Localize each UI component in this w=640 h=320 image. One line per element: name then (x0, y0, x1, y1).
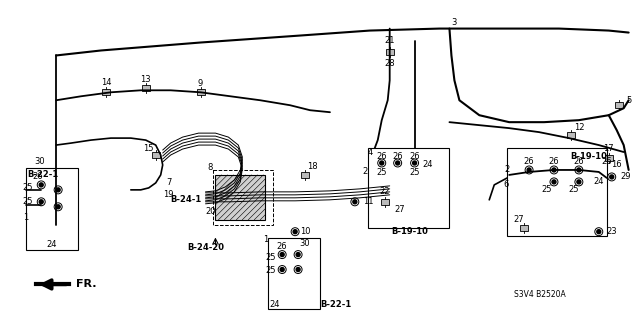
Circle shape (56, 188, 60, 192)
Bar (152, 152, 160, 158)
Circle shape (56, 205, 60, 209)
Text: 9: 9 (198, 79, 203, 88)
Text: 3: 3 (452, 18, 457, 27)
Text: 2: 2 (504, 165, 509, 174)
Text: 23: 23 (607, 227, 618, 236)
Text: 26: 26 (573, 157, 584, 166)
Bar (614, 102, 623, 108)
Circle shape (552, 180, 556, 184)
Circle shape (552, 168, 556, 172)
Text: 25: 25 (376, 168, 387, 178)
Text: 15: 15 (143, 144, 154, 153)
Bar (301, 172, 309, 178)
Text: 30: 30 (34, 157, 45, 166)
Text: 25: 25 (22, 183, 33, 192)
Text: 11: 11 (363, 197, 373, 206)
Circle shape (280, 252, 284, 257)
Bar (196, 89, 205, 95)
Bar (268, 238, 320, 309)
Bar (381, 199, 388, 205)
Circle shape (577, 168, 581, 172)
Text: 25: 25 (265, 266, 275, 275)
Text: 25: 25 (410, 168, 420, 178)
Text: 26: 26 (376, 151, 387, 161)
Text: 1: 1 (263, 235, 268, 244)
Text: S3V4 B2520A: S3V4 B2520A (514, 290, 566, 299)
Bar (216, 175, 265, 220)
Text: 26: 26 (602, 157, 612, 166)
Text: B-22-1: B-22-1 (320, 300, 351, 309)
Bar (142, 85, 150, 91)
Text: 7: 7 (166, 179, 172, 188)
Text: 18: 18 (307, 163, 317, 172)
Text: 1: 1 (22, 213, 28, 222)
Bar (520, 225, 528, 231)
Text: 26: 26 (524, 157, 534, 166)
Bar (214, 170, 273, 225)
Circle shape (39, 200, 44, 204)
Circle shape (527, 168, 531, 172)
Text: 13: 13 (140, 75, 151, 84)
Text: 12: 12 (573, 123, 584, 132)
Text: 30: 30 (300, 239, 310, 248)
Text: 26: 26 (409, 151, 420, 161)
Text: 25: 25 (22, 197, 33, 206)
Circle shape (280, 268, 284, 271)
Bar (26, 168, 78, 250)
Text: 24: 24 (422, 160, 433, 170)
Text: 6: 6 (504, 180, 509, 189)
Circle shape (293, 230, 297, 234)
Text: B-24-1: B-24-1 (170, 195, 201, 204)
Text: FR.: FR. (76, 279, 97, 290)
Text: 24: 24 (269, 300, 280, 309)
Text: B-19-10: B-19-10 (391, 227, 428, 236)
Text: 26: 26 (392, 151, 403, 161)
Text: 28: 28 (385, 59, 395, 68)
Text: 14: 14 (100, 78, 111, 87)
Text: 21: 21 (385, 36, 395, 45)
Text: B-22-1: B-22-1 (27, 170, 58, 179)
Circle shape (353, 200, 357, 204)
Circle shape (610, 175, 614, 179)
Circle shape (380, 161, 384, 165)
Text: 10: 10 (300, 227, 310, 236)
Text: B-19-10: B-19-10 (570, 152, 607, 161)
Text: 17: 17 (604, 144, 614, 153)
Circle shape (413, 161, 417, 165)
Text: 27: 27 (394, 205, 405, 214)
Text: 26: 26 (277, 242, 287, 251)
Circle shape (39, 183, 44, 187)
Bar (605, 155, 612, 161)
Text: 26: 26 (548, 157, 559, 166)
Bar (507, 148, 607, 236)
Bar (368, 148, 449, 228)
Text: 2: 2 (362, 167, 367, 176)
Text: 4: 4 (367, 148, 372, 156)
Bar (386, 50, 394, 55)
Text: 19: 19 (163, 190, 174, 199)
Text: 29: 29 (621, 172, 631, 181)
Circle shape (596, 230, 601, 234)
Text: 26: 26 (32, 172, 42, 181)
Text: 24: 24 (593, 177, 604, 187)
Text: 22: 22 (380, 188, 390, 196)
Text: 16: 16 (611, 160, 622, 170)
Text: 27: 27 (514, 215, 524, 224)
Bar (567, 132, 575, 138)
Text: 25: 25 (542, 185, 552, 194)
Text: 25: 25 (265, 253, 275, 262)
Circle shape (296, 268, 300, 271)
Text: 20: 20 (205, 207, 216, 216)
Circle shape (396, 161, 399, 165)
Text: 24: 24 (46, 240, 56, 249)
Circle shape (296, 252, 300, 257)
Text: 8: 8 (208, 164, 213, 172)
Bar (102, 89, 110, 95)
Circle shape (577, 180, 581, 184)
Text: 25: 25 (569, 185, 579, 194)
Text: B-24-20: B-24-20 (187, 243, 224, 252)
Text: 5: 5 (627, 96, 632, 105)
